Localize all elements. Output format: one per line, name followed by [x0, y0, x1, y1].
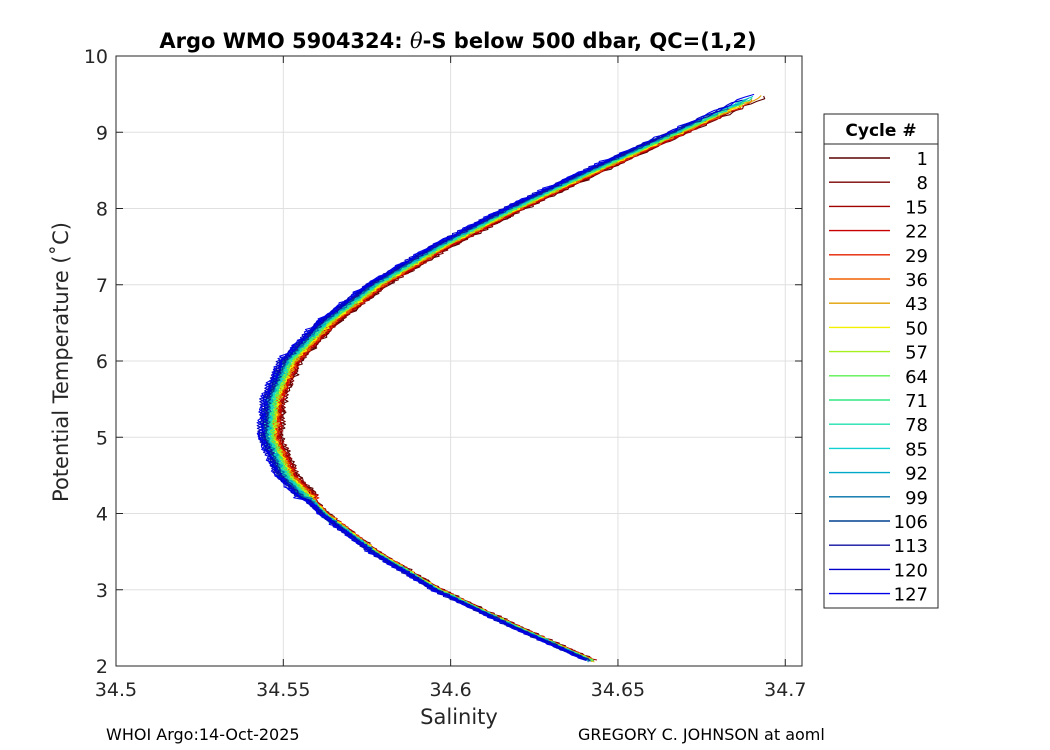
y-tick-label: 7: [96, 275, 108, 297]
title-prefix: Argo WMO 5904324:: [159, 29, 410, 53]
y-tick-label: 2: [96, 656, 108, 678]
legend-label: 1: [917, 149, 928, 170]
legend-label: 106: [894, 512, 928, 533]
legend-label: 57: [905, 343, 928, 364]
y-tick-label: 3: [96, 580, 108, 602]
x-axis-label: Salinity: [420, 705, 498, 729]
legend-label: 127: [894, 585, 928, 606]
legend-label: 78: [905, 415, 928, 436]
legend-label: 85: [905, 439, 928, 460]
legend-label: 99: [905, 488, 928, 509]
profile-line: [256, 158, 612, 659]
x-tick-label: 34.65: [591, 679, 645, 701]
x-tick-label: 34.7: [764, 679, 806, 701]
legend-label: 8: [917, 173, 928, 194]
chart-title: Argo WMO 5904324: θ-S below 500 dbar, QC…: [159, 29, 756, 53]
y-axis-label: Potential Temperature (˚C): [49, 222, 73, 502]
y-tick-label: 9: [96, 122, 108, 144]
title-theta-symbol: θ: [410, 29, 423, 53]
legend-label: 36: [905, 270, 928, 291]
footer-credit-right: GREGORY C. JOHNSON at aoml: [578, 725, 825, 744]
title-suffix: -S below 500 dbar, QC=(1,2): [423, 29, 757, 53]
legend-box: [823, 113, 939, 609]
legend-label: 92: [905, 464, 928, 485]
legend-label: 50: [905, 318, 928, 339]
y-tick-label: 6: [96, 351, 108, 373]
y-tick-label: 4: [96, 504, 108, 526]
legend-label: 113: [894, 536, 928, 557]
legend: Cycle # 18152229364350576471788592991061…: [823, 113, 939, 609]
x-tick-label: 34.6: [429, 679, 471, 701]
y-tick-label: 10: [84, 46, 108, 68]
x-tick-label: 34.5: [95, 679, 137, 701]
profile-lines: [256, 93, 766, 663]
axis-ticks: 34.5 34.55 34.6 34.65 34.7 2 3 4 5 6 7 8 9 10: [84, 46, 807, 701]
legend-label: 22: [905, 222, 928, 243]
legend-label: 29: [905, 246, 928, 267]
x-tick-label: 34.55: [256, 679, 310, 701]
y-tick-label: 5: [96, 427, 108, 449]
legend-label: 120: [894, 560, 928, 581]
legend-label: 71: [905, 391, 928, 412]
legend-entries: 1 8 15 22 29 36 43 50 57 64 71 78 85 92 99 106 113 120 127: [829, 149, 928, 606]
legend-label: 15: [905, 197, 928, 218]
legend-label: 43: [905, 294, 928, 315]
legend-title: Cycle #: [845, 121, 916, 141]
y-tick-label: 8: [96, 199, 108, 221]
footer-credit-left: WHOI Argo:14-Oct-2025: [106, 725, 300, 744]
legend-label: 64: [905, 367, 928, 388]
